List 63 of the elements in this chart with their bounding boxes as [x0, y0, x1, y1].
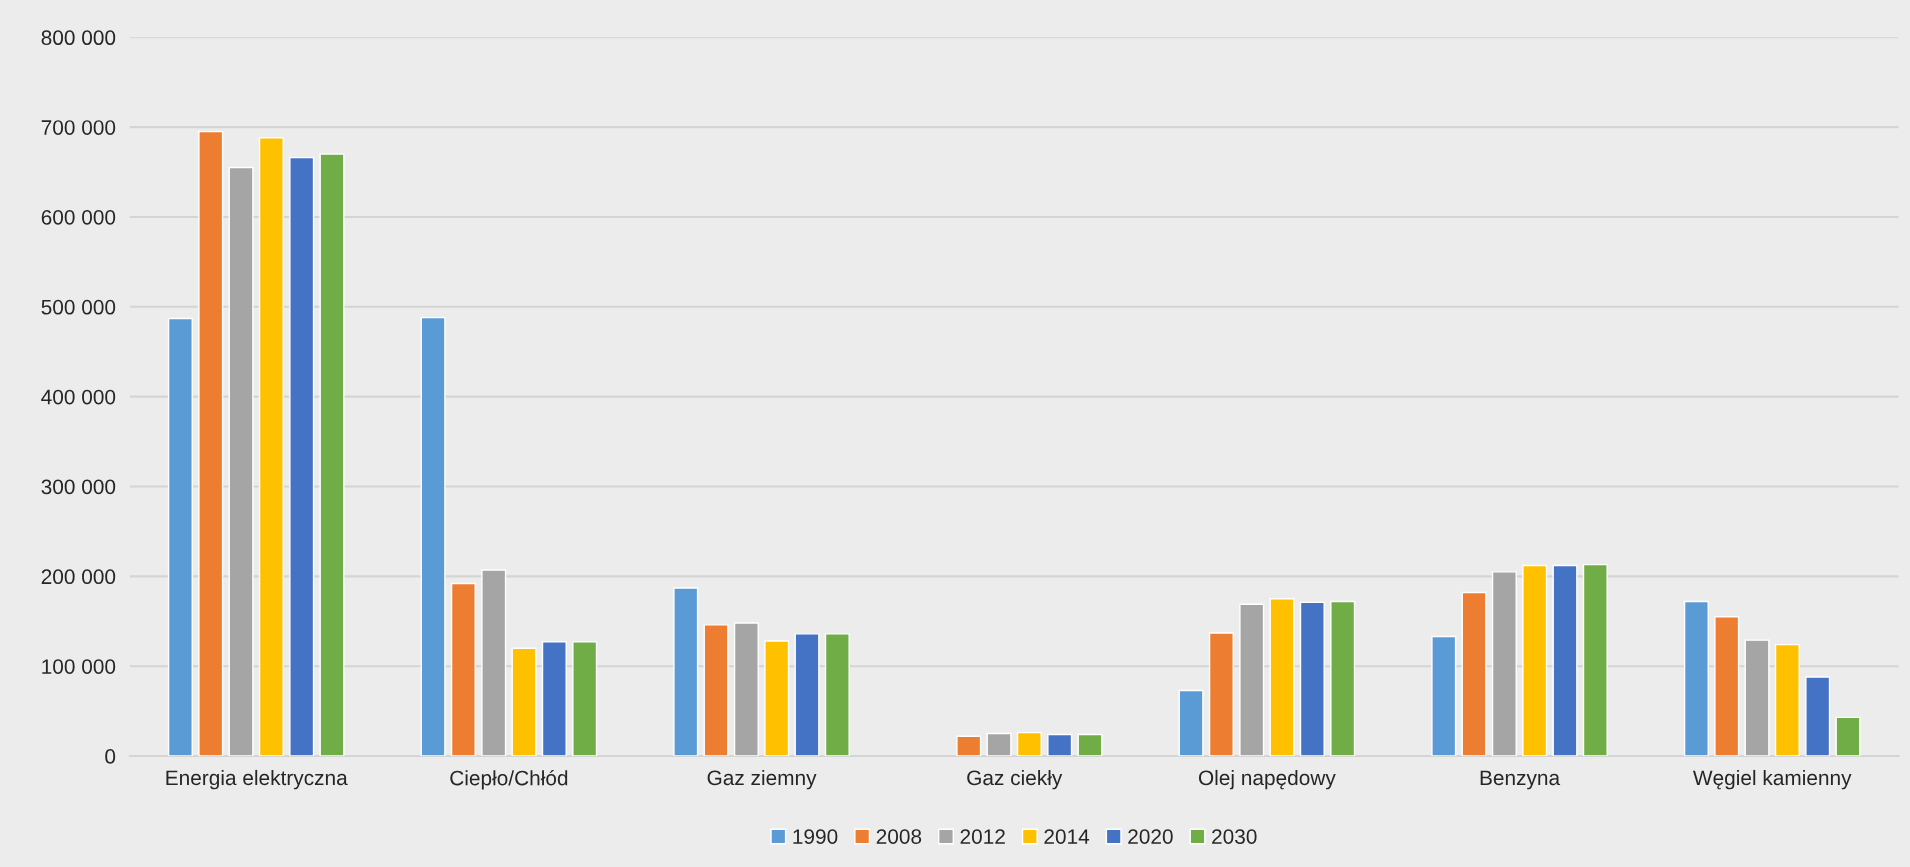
bar [1077, 733, 1103, 757]
y-tick-label: 500 000 [41, 299, 116, 315]
bar [198, 130, 224, 757]
bar [1582, 563, 1608, 757]
y-tick-label: 400 000 [41, 389, 116, 405]
bar [541, 641, 567, 757]
bar [1178, 689, 1204, 757]
bar [1208, 632, 1234, 757]
bar [1744, 639, 1770, 757]
y-tick-label: 700 000 [41, 120, 116, 135]
x-tick-label: Benzyna [1480, 770, 1561, 790]
bar [1491, 571, 1517, 757]
bar [673, 587, 699, 757]
bar [703, 624, 729, 757]
legend-label: 2014 [1044, 829, 1090, 844]
bar [1774, 643, 1800, 757]
legend-label: 2030 [1212, 829, 1257, 844]
x-tick-label: Węgiel kamienny [1692, 769, 1852, 790]
y-tick-label: 200 000 [41, 569, 116, 585]
bar [986, 732, 1012, 757]
bar [258, 137, 284, 757]
bar [824, 633, 850, 757]
x-tick-label: Energia elektryczna [166, 769, 348, 790]
y-tick-label: 100 000 [42, 659, 116, 674]
bar [511, 647, 537, 757]
x-tick-label: Ciepło/Chłód [450, 769, 568, 790]
y-tick-label: 0 [105, 749, 116, 764]
legend-label: 2008 [876, 829, 922, 844]
y-tick-label: 300 000 [41, 479, 116, 495]
bar [764, 640, 790, 757]
bar [1299, 601, 1325, 757]
y-tick-label: 600 000 [41, 209, 116, 225]
bar [1835, 716, 1861, 757]
bar [572, 641, 598, 757]
bar [733, 622, 759, 757]
bar [1714, 616, 1740, 757]
bar [319, 153, 345, 757]
bar [1522, 564, 1548, 757]
x-tick-label: Olej napędowy [1198, 769, 1336, 790]
bar [1047, 733, 1073, 757]
bar [956, 735, 982, 757]
legend-label: 2020 [1128, 829, 1173, 844]
bar [794, 633, 820, 757]
bar [1239, 603, 1265, 757]
y-tick-label: 800 000 [41, 30, 116, 46]
bar [289, 156, 315, 757]
bar [1269, 598, 1295, 757]
bar [1016, 731, 1042, 757]
bar [1330, 600, 1356, 757]
bar [1805, 676, 1831, 757]
bar [167, 317, 193, 757]
bar [1431, 635, 1457, 757]
bar [1552, 564, 1578, 757]
bar [1461, 591, 1487, 757]
legend-label: 1990 [793, 829, 838, 844]
bar [1683, 600, 1709, 757]
bar [420, 316, 446, 757]
bar [450, 582, 476, 757]
x-tick-label: Gaz ciekły [967, 769, 1063, 790]
x-tick-label: Gaz ziemny [707, 769, 817, 790]
legend-label: 2012 [960, 829, 1005, 844]
bar [481, 569, 507, 757]
bar [228, 166, 254, 757]
